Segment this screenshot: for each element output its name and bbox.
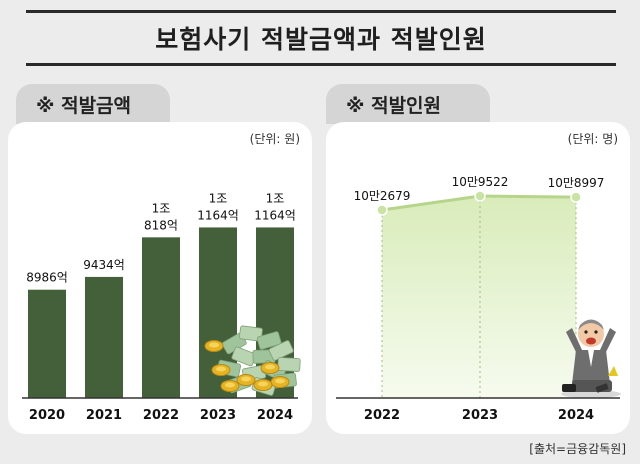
bar-2022 [142, 237, 180, 398]
area-fill-region [382, 196, 576, 398]
bar-x-tick-label: 2020 [29, 408, 65, 423]
area-value-label: 10만2679 [354, 189, 411, 203]
amount-unit-label: (단위: 원) [250, 132, 300, 146]
amount-chart-panel: (단위: 원) 8986억 9434억 1조 818억 1조 1164억 1조 1164억 2… [8, 122, 312, 434]
bar-x-tick-label: 2024 [257, 408, 293, 423]
bar-x-tick-label: 2023 [200, 408, 236, 423]
bar-x-tick-label: 2022 [143, 408, 179, 423]
area-point-2022 [376, 204, 388, 216]
distressed-man-icon [561, 319, 621, 398]
bar-value-label: 1조 818억 [144, 201, 178, 232]
tab-detected-amount: ※ 적발금액 [16, 84, 170, 124]
area-x-tick-label: 2022 [364, 408, 400, 423]
people-area-chart: (단위: 명) 10만2679 10만9522 10만8997 2022 2023 20… [336, 132, 621, 423]
area-point-2023 [474, 190, 486, 202]
tab-detected-people: ※ 적발인원 [326, 84, 490, 124]
people-chart-panel: (단위: 명) 10만2679 10만9522 10만8997 2022 2023 20… [326, 122, 630, 434]
bar-value-label: 1조 1164억 [197, 191, 239, 222]
money-pile-icon [204, 325, 301, 396]
area-value-label: 10만8997 [548, 176, 605, 190]
amount-bar-chart: (단위: 원) 8986억 9434억 1조 818억 1조 1164억 1조 1164억 2… [22, 132, 301, 423]
bar-value-label: 8986억 [26, 271, 68, 285]
area-x-tick-label: 2024 [558, 408, 594, 423]
area-value-label: 10만9522 [452, 175, 509, 189]
bar-x-tick-label: 2021 [86, 408, 122, 423]
bar-2020 [28, 289, 66, 398]
people-unit-label: (단위: 명) [568, 132, 618, 146]
area-x-tick-label: 2023 [462, 408, 498, 423]
bar-2021 [85, 276, 123, 398]
source-note: [출처=금융감독원] [529, 442, 626, 456]
page-title: 보험사기 적발금액과 적발인원 [26, 10, 616, 66]
bar-value-label: 1조 1164억 [254, 191, 296, 222]
bar-value-label: 9434억 [83, 258, 125, 272]
area-point-2024 [570, 191, 582, 203]
